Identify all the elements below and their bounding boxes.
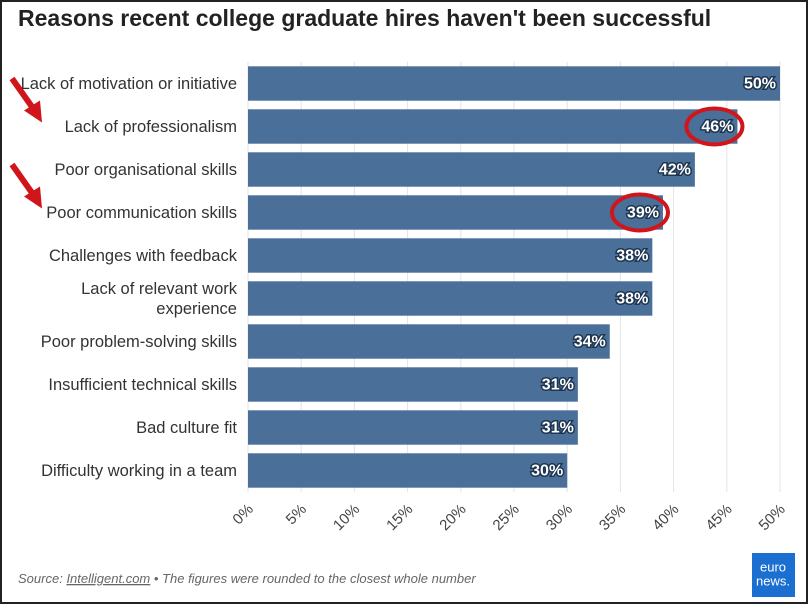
- bar: [248, 410, 578, 445]
- bar: [248, 281, 653, 316]
- arrow-head: [24, 100, 42, 123]
- value-label: 38%: [616, 248, 648, 265]
- y-tick-label: Challenges with feedback: [48, 246, 237, 265]
- y-tick-label: Insufficient technical skills: [48, 375, 237, 394]
- value-label: 31%: [542, 377, 574, 394]
- source-prefix: Source:: [18, 571, 63, 586]
- value-label: 38%: [616, 291, 648, 308]
- y-tick-label: Difficulty working in a team: [41, 461, 237, 480]
- bar: [248, 238, 653, 273]
- chart-title: Reasons recent college graduate hires ha…: [18, 5, 711, 31]
- source-link[interactable]: Intelligent.com: [66, 571, 150, 586]
- highlight-circle: [609, 192, 670, 233]
- value-label: 39%: [627, 205, 659, 222]
- value-label: 42%: [659, 162, 691, 179]
- bar: [248, 66, 780, 101]
- value-label: 50%: [744, 76, 776, 93]
- arrow-head: [24, 186, 42, 209]
- source: Source: Intelligent.com • The figures we…: [18, 571, 476, 586]
- logo-text: euro: [760, 559, 786, 574]
- bar: [248, 367, 578, 402]
- value-label: 46%: [701, 119, 733, 136]
- logo-text: news.: [756, 573, 790, 588]
- y-tick-label: Poor organisational skills: [54, 160, 237, 179]
- y-tick-label: Lack of professionalism: [64, 117, 237, 136]
- value-label: 34%: [574, 334, 606, 351]
- bar: [248, 195, 663, 230]
- source-note: • The figures were rounded to the closes…: [154, 571, 476, 586]
- y-tick-label: Poor communication skills: [46, 203, 237, 222]
- value-label: 31%: [542, 420, 574, 437]
- y-tick-label: Bad culture fit: [136, 418, 237, 437]
- y-tick-label: Poor problem-solving skills: [40, 332, 237, 351]
- bar: [248, 324, 610, 359]
- value-label: 30%: [531, 463, 563, 480]
- y-tick-label: Lack of relevant work experience: [81, 279, 237, 318]
- logo: [752, 553, 795, 597]
- bar: [248, 152, 695, 187]
- bar: [248, 453, 568, 488]
- y-tick-label: Lack of motivation or initiative: [20, 74, 237, 93]
- bar: [248, 109, 738, 144]
- highlight-circle: [684, 106, 745, 147]
